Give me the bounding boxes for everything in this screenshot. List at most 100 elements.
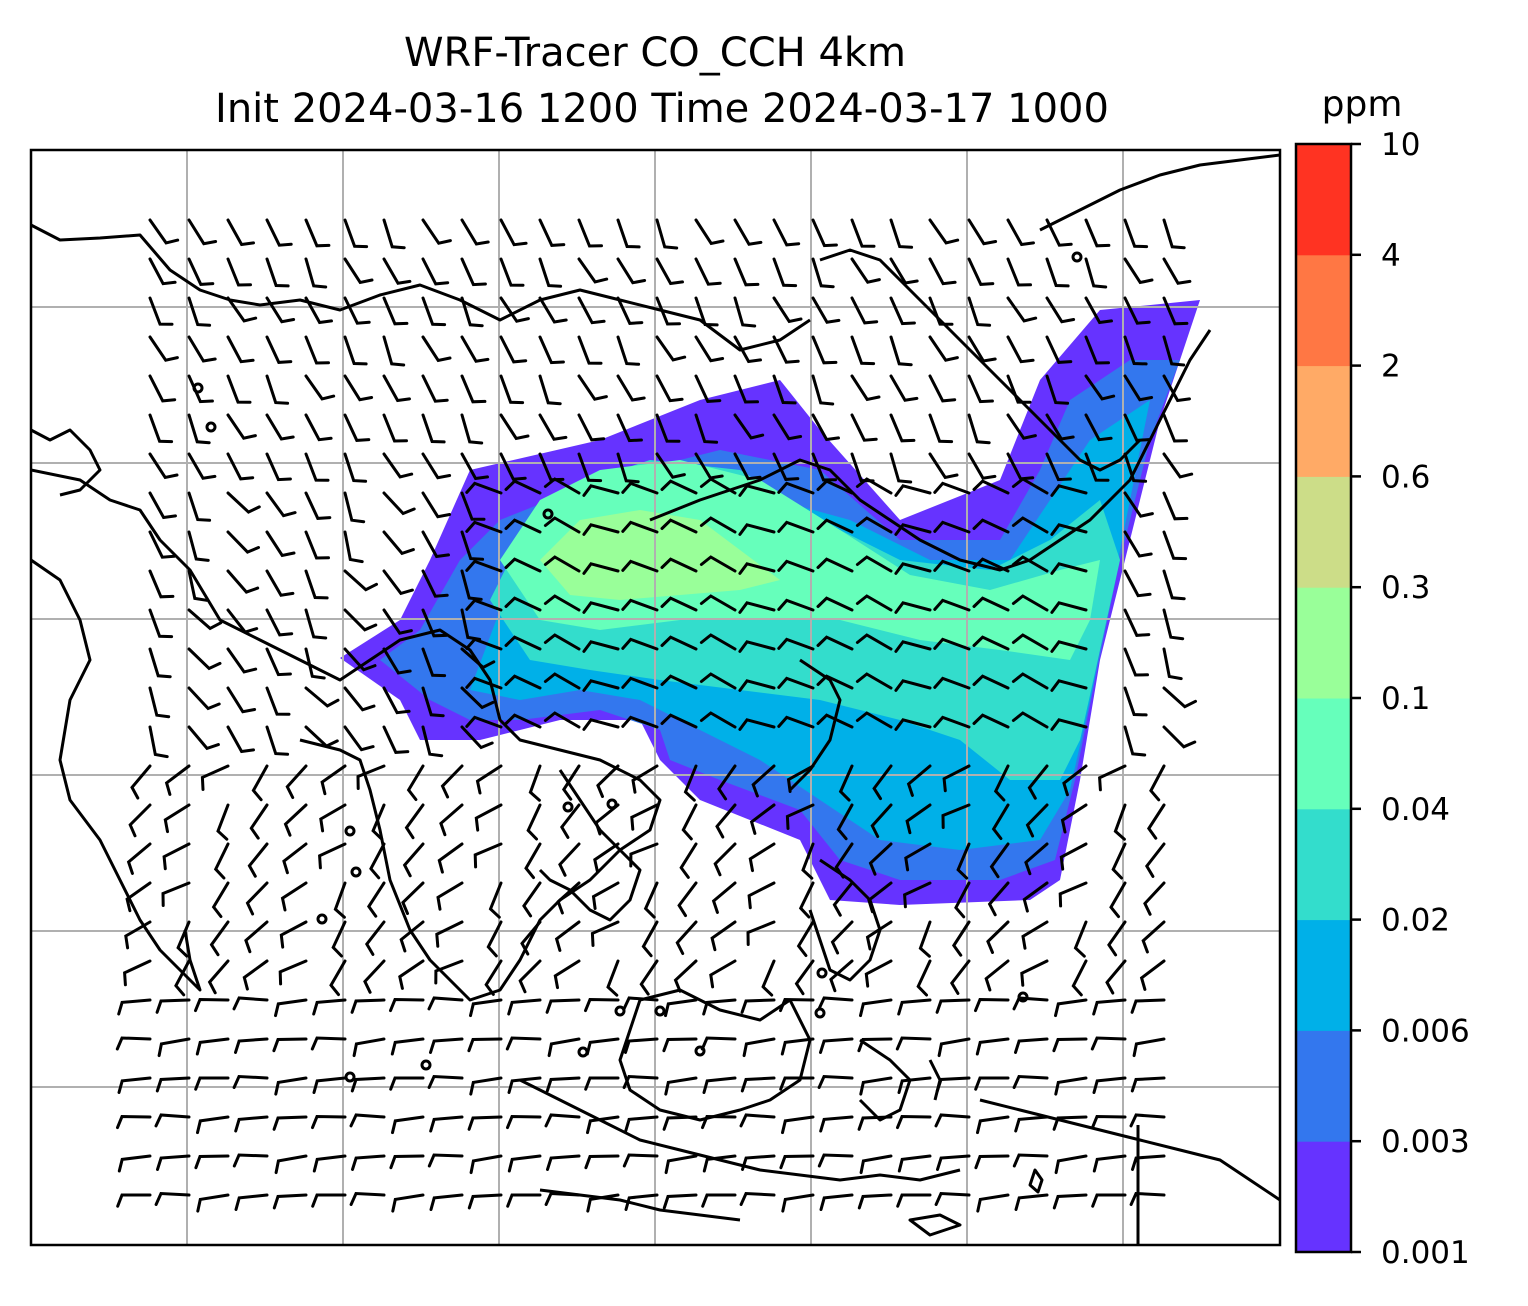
wind-barb [655,452,686,479]
wind-barb [1071,959,1088,997]
wind-barb [343,725,375,752]
wind-barb [1162,725,1197,749]
wind-barb [304,569,329,600]
wind-barb [382,530,415,556]
wind-barb [591,881,620,910]
wind-barb [655,335,687,362]
wind-barb [621,715,659,729]
wind-barb [694,374,722,403]
wind-barb [616,296,644,325]
wind-barb [343,296,371,325]
wind-barb [974,1154,1010,1170]
wind-barb [499,296,530,323]
wind-barb [518,959,542,994]
wind-barb [349,1191,386,1206]
wind-barb [1012,996,1049,1011]
wind-barb [226,686,257,714]
wind-barb [673,959,698,993]
wind-barb [211,881,230,918]
wind-barb [738,718,776,731]
wind-barb [779,997,815,1013]
wind-barb [272,1115,308,1131]
wind-barb [629,842,659,868]
wind-barb [304,296,333,325]
wind-barb [889,296,916,326]
wind-barb [1123,218,1149,249]
wind-barb [194,997,230,1013]
wind-barb [717,764,737,801]
wind-barb [1045,335,1073,364]
wind-barb [343,335,368,366]
wind-barb [989,842,1010,879]
wind-barb [382,257,412,285]
colorbar-tick-label: 4 [1381,238,1401,274]
wind-barb [664,998,698,1018]
wind-barb [265,725,290,756]
wind-barb [402,842,425,878]
wind-barb [124,920,152,950]
wind-barb [465,676,503,690]
wind-barb [467,1115,503,1131]
wind-barb [504,713,542,729]
wind-barb [429,1037,464,1054]
wind-barb [830,920,854,955]
wind-barb [543,516,581,534]
wind-barb [772,257,798,288]
wind-barb [951,920,971,957]
wind-barb [538,452,565,482]
wind-barb [582,640,620,653]
wind-barb [1123,452,1148,483]
wind-barb [148,335,179,362]
wind-barb [130,764,152,800]
wind-barb [700,1036,737,1051]
wind-barb [857,1115,893,1131]
wind-barb [621,481,659,495]
wind-barb [586,1193,620,1213]
wind-barb [906,764,932,797]
wind-barb [616,335,641,366]
wind-barb [897,1076,932,1094]
colorbar-unit-label: ppm [1322,84,1403,125]
wind-barb [702,998,737,1016]
wind-barb [1146,803,1166,840]
wind-barb [1162,335,1186,367]
wind-barb [265,491,297,518]
wind-barb [265,452,292,482]
wind-barb [850,257,881,284]
wind-barb [474,803,503,832]
wind-barb [859,998,893,1018]
wind-barb [577,335,603,365]
wind-barb [817,1074,854,1089]
wind-barb [972,713,1010,729]
wind-barb [577,257,609,284]
wind-barb [749,803,776,835]
wind-barb [554,920,581,952]
wind-barb [1084,335,1110,365]
wind-barb [739,1113,776,1128]
wind-barb [312,1154,347,1173]
wind-barb [382,374,411,403]
wind-barb [312,998,347,1016]
wind-barb [894,601,932,614]
wind-barb [226,647,258,674]
wind-barb [460,725,494,750]
wind-barb [894,718,932,731]
wind-barb [972,518,1010,534]
wind-barb [543,477,581,495]
wind-barb [811,257,835,289]
wind-barb [675,920,698,955]
wind-barb [694,335,725,363]
wind-barb [733,452,762,481]
wind-barb [1025,803,1049,838]
wind-barb [889,218,914,249]
map-frame [29,148,1282,1247]
colorbar-segment [1296,365,1351,477]
colorbar-tick-label: 10 [1381,127,1420,163]
wind-barb [972,635,1010,651]
wind-barb [436,881,464,911]
wind-barb [310,1036,347,1051]
wind-barb [194,1154,230,1170]
wind-barb [465,520,503,534]
wind-barb [176,920,191,958]
wind-barb [582,679,620,692]
